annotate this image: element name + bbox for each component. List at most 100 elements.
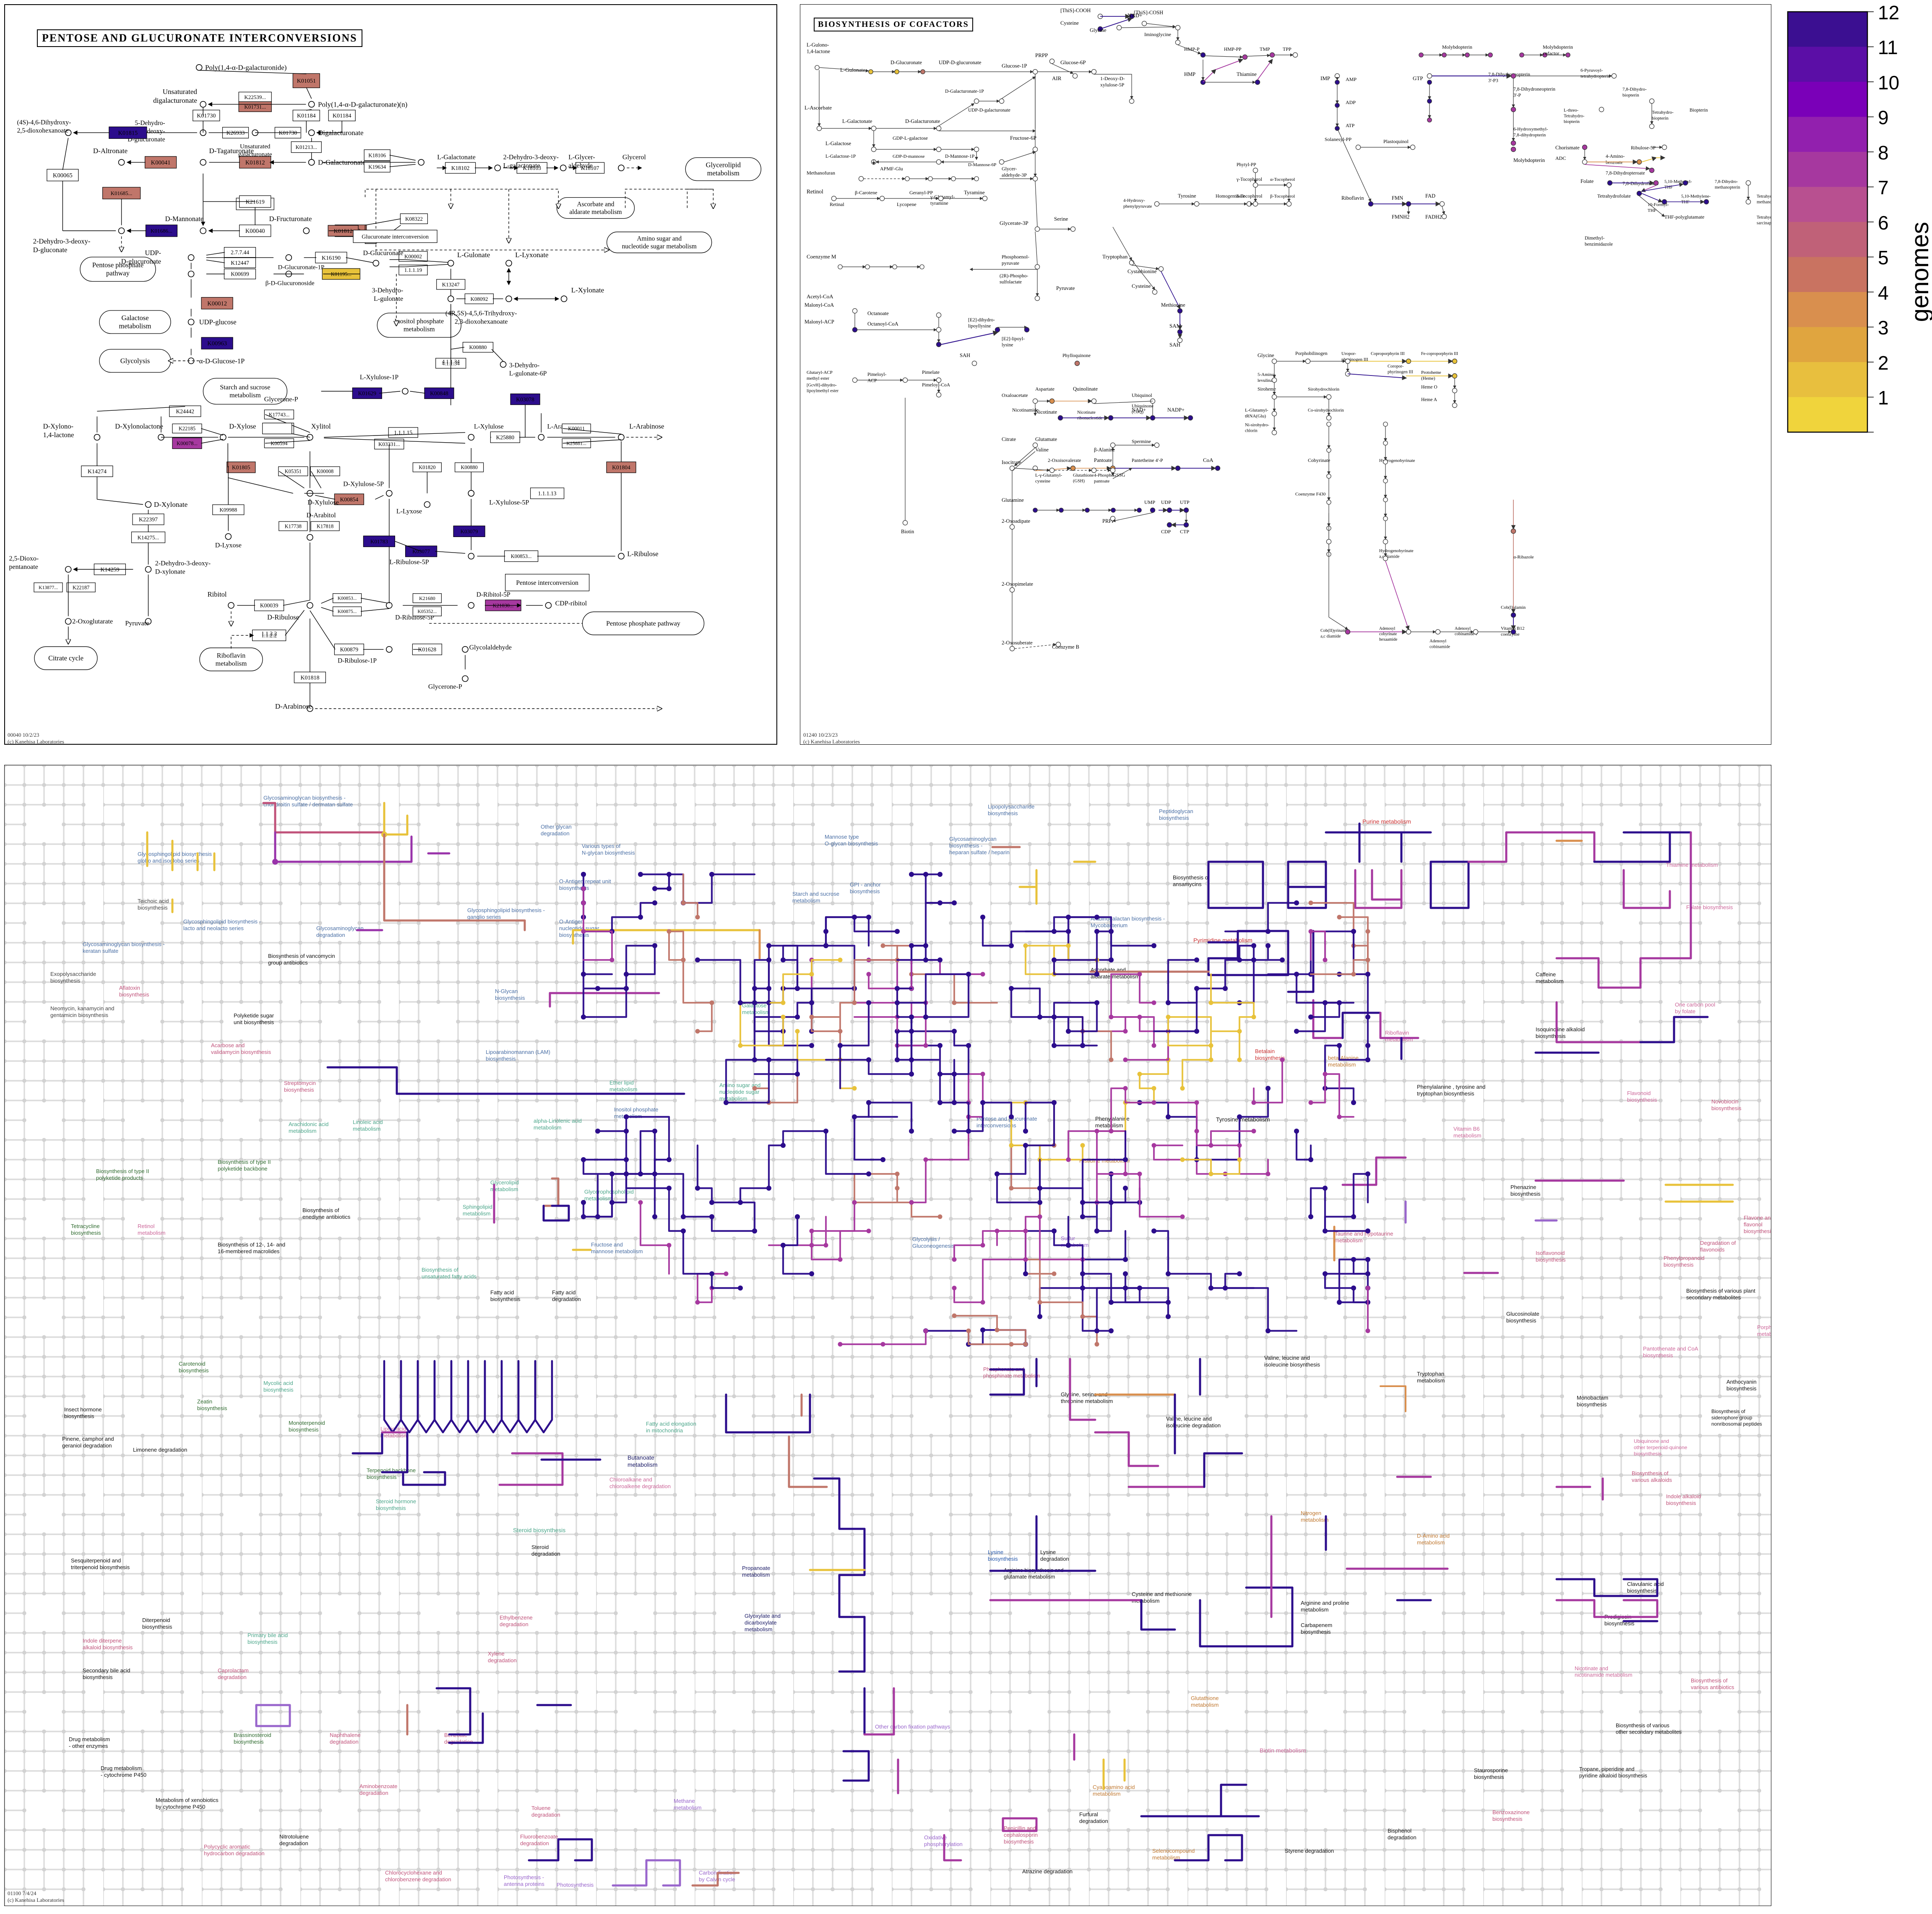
svg-text:Citrate cycle: Citrate cycle bbox=[48, 654, 83, 662]
svg-text:ADC: ADC bbox=[1555, 155, 1566, 161]
svg-text:Biotin: Biotin bbox=[901, 529, 914, 535]
svg-text:GSSG: GSSG bbox=[1113, 473, 1125, 478]
svg-text:1.1.1.19: 1.1.1.19 bbox=[404, 267, 422, 273]
svg-text:Unsaturated: Unsaturated bbox=[163, 88, 198, 96]
svg-text:Plastoquinol: Plastoquinol bbox=[1383, 138, 1409, 144]
svg-text:L-Glutamyl-: L-Glutamyl- bbox=[1245, 408, 1268, 413]
svg-text:chlorin: chlorin bbox=[1245, 429, 1258, 433]
svg-text:L-Galactose-1P: L-Galactose-1P bbox=[825, 154, 856, 159]
svg-text:Glycolysis: Glycolysis bbox=[120, 357, 150, 365]
svg-text:D-Mannose-1P: D-Mannose-1P bbox=[945, 154, 974, 159]
svg-text:Ni-sirohydro-: Ni-sirohydro- bbox=[1245, 423, 1269, 428]
svg-text:K17818: K17818 bbox=[317, 523, 333, 529]
svg-text:metabolism: metabolism bbox=[707, 169, 739, 177]
svg-text:Glutamate: Glutamate bbox=[1035, 436, 1057, 442]
svg-text:UDP-glucose: UDP-glucose bbox=[199, 318, 237, 326]
svg-text:7,8-Dihydrofolate: 7,8-Dihydrofolate bbox=[1622, 180, 1659, 186]
svg-text:K24442: K24442 bbox=[176, 408, 195, 415]
svg-text:Cobyrinate: Cobyrinate bbox=[1308, 457, 1330, 463]
svg-text:K01812: K01812 bbox=[334, 228, 353, 235]
svg-text:Xylitol: Xylitol bbox=[311, 422, 331, 430]
svg-text:Starch and sucrose: Starch and sucrose bbox=[220, 384, 270, 391]
svg-text:K00854: K00854 bbox=[340, 496, 359, 503]
svg-text:K01783: K01783 bbox=[370, 538, 388, 545]
svg-text:Oxaloacetate: Oxaloacetate bbox=[1002, 392, 1028, 398]
svg-text:D-Xylulose: D-Xylulose bbox=[307, 499, 339, 506]
svg-text:Porphobilinogen: Porphobilinogen bbox=[1295, 351, 1328, 356]
svg-text:D-Arabinose: D-Arabinose bbox=[275, 702, 312, 710]
svg-text:nucleotide sugar metabolism: nucleotide sugar metabolism bbox=[622, 243, 697, 250]
svg-text:L-Lyxonate: L-Lyxonate bbox=[515, 251, 548, 259]
svg-text:K00041: K00041 bbox=[151, 159, 171, 166]
svg-text:Spermine: Spermine bbox=[1132, 438, 1151, 444]
svg-text:2,5-dioxohexanoate: 2,5-dioxohexanoate bbox=[17, 127, 69, 134]
svg-text:Glycerolipid: Glycerolipid bbox=[706, 161, 741, 169]
svg-text:AIR: AIR bbox=[1052, 75, 1062, 81]
svg-text:Methionine: Methionine bbox=[1161, 302, 1185, 308]
svg-text:lipoylmethyl ester: lipoylmethyl ester bbox=[807, 389, 839, 394]
svg-text:Phylloquinone: Phylloquinone bbox=[1062, 353, 1091, 358]
svg-text:FADH2: FADH2 bbox=[1425, 214, 1442, 220]
svg-text:L-Galactose: L-Galactose bbox=[825, 141, 851, 146]
svg-text:aldehyde-3P: aldehyde-3P bbox=[1002, 172, 1027, 178]
svg-text:D-Ribulose-1P: D-Ribulose-1P bbox=[338, 657, 377, 664]
svg-text:11: 11 bbox=[1878, 37, 1898, 58]
svg-text:7,8-Dihydropteroate: 7,8-Dihydropteroate bbox=[1606, 171, 1645, 176]
svg-text:2-Dehydro-3-deoxy-: 2-Dehydro-3-deoxy- bbox=[155, 560, 211, 567]
svg-text:L-Gulono-: L-Gulono- bbox=[807, 42, 829, 48]
svg-text:Pantoate: Pantoate bbox=[1094, 457, 1112, 463]
svg-text:Valine: Valine bbox=[1035, 447, 1049, 453]
svg-text:K18106: K18106 bbox=[368, 152, 386, 158]
svg-text:Methanofuran: Methanofuran bbox=[807, 170, 835, 176]
svg-text:CoA: CoA bbox=[1203, 457, 1213, 463]
svg-text:1.1.1.13: 1.1.1.13 bbox=[538, 490, 557, 497]
svg-text:K08322: K08322 bbox=[405, 216, 423, 222]
svg-text:K01629: K01629 bbox=[358, 390, 377, 396]
svg-text:Fructose-6P: Fructose-6P bbox=[1010, 135, 1036, 141]
svg-text:Glucose-1P: Glucose-1P bbox=[1002, 63, 1027, 69]
svg-text:D-Xylono-: D-Xylono- bbox=[43, 422, 73, 430]
svg-text:Serine: Serine bbox=[1054, 216, 1068, 222]
svg-text:ACP: ACP bbox=[867, 378, 877, 383]
svg-text:Glycerol: Glycerol bbox=[622, 154, 646, 161]
svg-text:HMP: HMP bbox=[1184, 71, 1195, 77]
svg-text:K00963: K00963 bbox=[207, 340, 227, 347]
svg-text:Biopterin: Biopterin bbox=[1690, 108, 1708, 113]
svg-text:(4R,5S)-4,5,6-Trihydroxy-: (4R,5S)-4,5,6-Trihydroxy- bbox=[445, 310, 517, 317]
svg-text:Glutaryl-ACP: Glutaryl-ACP bbox=[807, 370, 833, 375]
svg-text:K14259: K14259 bbox=[100, 567, 119, 573]
svg-text:1,4-lactone: 1,4-lactone bbox=[807, 49, 830, 55]
svg-text:D-Arabitol: D-Arabitol bbox=[306, 512, 336, 519]
svg-text:UDP-D-galacturonate: UDP-D-galacturonate bbox=[968, 108, 1010, 113]
svg-text:Folate: Folate bbox=[1580, 178, 1594, 184]
svg-text:Solanesyl-PP: Solanesyl-PP bbox=[1325, 136, 1351, 142]
svg-text:D-Fructuronate: D-Fructuronate bbox=[269, 215, 312, 223]
svg-text:FMN: FMN bbox=[1392, 195, 1403, 201]
svg-text:UDP: UDP bbox=[1161, 499, 1171, 505]
svg-text:pathway: pathway bbox=[106, 269, 130, 277]
svg-text:Acetyl-CoA: Acetyl-CoA bbox=[807, 293, 833, 300]
svg-text:PRPP: PRPP bbox=[1035, 52, 1048, 58]
svg-text:Glycine: Glycine bbox=[1258, 352, 1274, 358]
svg-text:[GcvH]-dihydro-: [GcvH]-dihydro- bbox=[807, 383, 837, 388]
svg-text:D-Mannonate: D-Mannonate bbox=[165, 215, 204, 223]
svg-text:HMP-P: HMP-P bbox=[1184, 46, 1200, 52]
svg-text:Tetrahydro-: Tetrahydro- bbox=[1652, 110, 1674, 115]
svg-text:Geranyl-PP: Geranyl-PP bbox=[909, 190, 933, 196]
svg-text:D-Glucuronate-1P: D-Glucuronate-1P bbox=[278, 264, 324, 271]
svg-text:K12447: K12447 bbox=[231, 260, 249, 266]
svg-text:AMP: AMP bbox=[1346, 76, 1357, 82]
svg-text:Ubiquinol: Ubiquinol bbox=[1132, 392, 1152, 398]
svg-text:2.7.7.44: 2.7.7.44 bbox=[231, 249, 249, 256]
svg-text:K01685...: K01685... bbox=[111, 190, 133, 196]
svg-text:Coproporphyrin III: Coproporphyrin III bbox=[1371, 352, 1405, 356]
svg-text:2-Oxosuberate: 2-Oxosuberate bbox=[1002, 640, 1033, 646]
svg-text:K21619: K21619 bbox=[246, 199, 265, 205]
svg-text:2-Dehydro-3-deoxy-: 2-Dehydro-3-deoxy- bbox=[33, 237, 91, 245]
svg-text:β-Alanine: β-Alanine bbox=[1094, 447, 1115, 453]
svg-text:K17738: K17738 bbox=[285, 523, 302, 529]
svg-text:D-Xylulose-5P: D-Xylulose-5P bbox=[343, 481, 384, 488]
svg-text:6-Pyruvoyl-: 6-Pyruvoyl- bbox=[1580, 68, 1603, 73]
svg-text:K01805: K01805 bbox=[232, 464, 250, 471]
svg-text:Glucuronate interconversion: Glucuronate interconversion bbox=[362, 234, 429, 240]
